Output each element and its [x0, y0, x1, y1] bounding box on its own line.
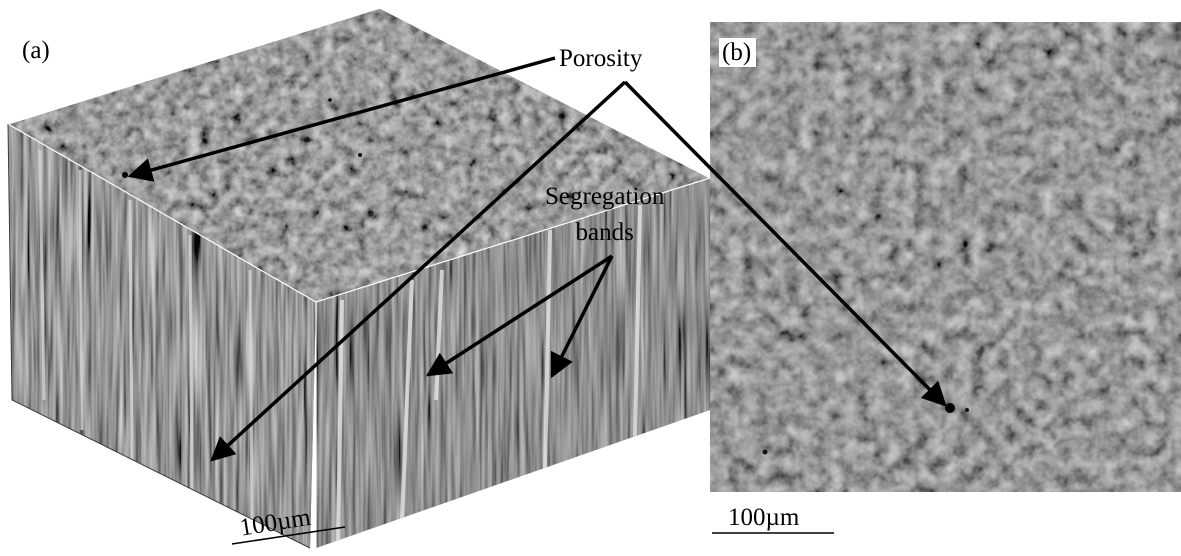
panel-b-micrograph — [710, 22, 1181, 492]
scale-bar-a-line — [231, 526, 346, 545]
segregation-label-line1: Segregation — [545, 183, 665, 210]
annotation-arrows — [127, 56, 947, 462]
porosity-arrow-b — [623, 80, 947, 407]
porosity-arrow-side — [210, 80, 627, 462]
porosity-label: Porosity — [559, 45, 643, 72]
porosity-arrow-top — [127, 56, 556, 182]
segregation-label-line2: bands — [575, 219, 634, 246]
panel-b-label: (b) — [719, 38, 757, 67]
panel-a-label: (a) — [22, 37, 50, 64]
segregation-bands-label: Segregation bands — [545, 179, 664, 251]
segregation-arrow-left — [425, 254, 613, 377]
scale-bar-b-label: 100µm — [728, 504, 800, 531]
panel-a-block — [6, 7, 712, 549]
segregation-arrow-right — [550, 255, 614, 379]
